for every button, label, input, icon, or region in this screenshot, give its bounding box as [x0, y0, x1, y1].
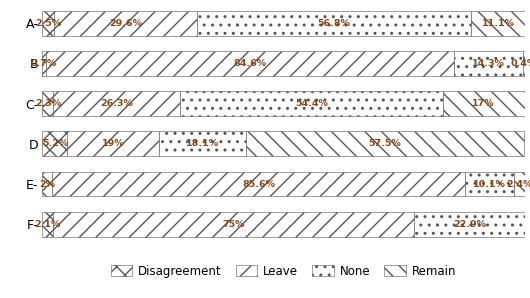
Text: 2.5%: 2.5% — [36, 18, 61, 28]
Text: 17%: 17% — [472, 99, 495, 108]
Text: 2%: 2% — [39, 179, 55, 189]
Text: 29.6%: 29.6% — [109, 18, 143, 28]
Text: 0.4%: 0.4% — [510, 59, 530, 68]
Bar — [54, 91, 180, 116]
Bar — [67, 131, 159, 156]
Text: 2.4%: 2.4% — [506, 179, 530, 189]
Text: 2.1%: 2.1% — [34, 220, 60, 229]
Text: 54.4%: 54.4% — [295, 99, 328, 108]
Bar — [42, 131, 67, 156]
Text: 26.3%: 26.3% — [101, 99, 134, 108]
Bar — [414, 212, 525, 237]
Bar — [52, 212, 414, 237]
Bar — [42, 91, 54, 116]
Bar — [465, 172, 514, 196]
Bar — [514, 172, 525, 196]
Text: 2.3%: 2.3% — [35, 99, 61, 108]
Bar — [46, 51, 454, 76]
Bar — [454, 51, 523, 76]
Bar — [42, 212, 52, 237]
Legend: Disagreement, Leave, None, Remain: Disagreement, Leave, None, Remain — [107, 260, 461, 283]
Bar — [42, 51, 46, 76]
Text: 75%: 75% — [222, 220, 245, 229]
Bar — [42, 172, 52, 196]
Bar — [523, 51, 525, 76]
Text: 0.7%: 0.7% — [31, 59, 57, 68]
Text: 14.3%: 14.3% — [472, 59, 505, 68]
Text: 5.2%: 5.2% — [42, 139, 68, 148]
Bar — [443, 91, 525, 116]
Bar — [52, 172, 465, 196]
Bar — [159, 131, 246, 156]
Text: 19%: 19% — [102, 139, 125, 148]
Text: 57.5%: 57.5% — [369, 139, 401, 148]
Text: 18.1%: 18.1% — [186, 139, 219, 148]
Bar — [471, 11, 525, 35]
Text: 22.9%: 22.9% — [453, 220, 486, 229]
Text: 10.1%: 10.1% — [473, 179, 506, 189]
Bar — [180, 91, 443, 116]
Text: 11.1%: 11.1% — [481, 18, 515, 28]
Bar — [246, 131, 524, 156]
Bar — [55, 11, 197, 35]
Text: 85.6%: 85.6% — [242, 179, 275, 189]
Bar — [197, 11, 471, 35]
Text: 84.6%: 84.6% — [233, 59, 267, 68]
Text: 56.8%: 56.8% — [317, 18, 351, 28]
Bar — [42, 11, 55, 35]
